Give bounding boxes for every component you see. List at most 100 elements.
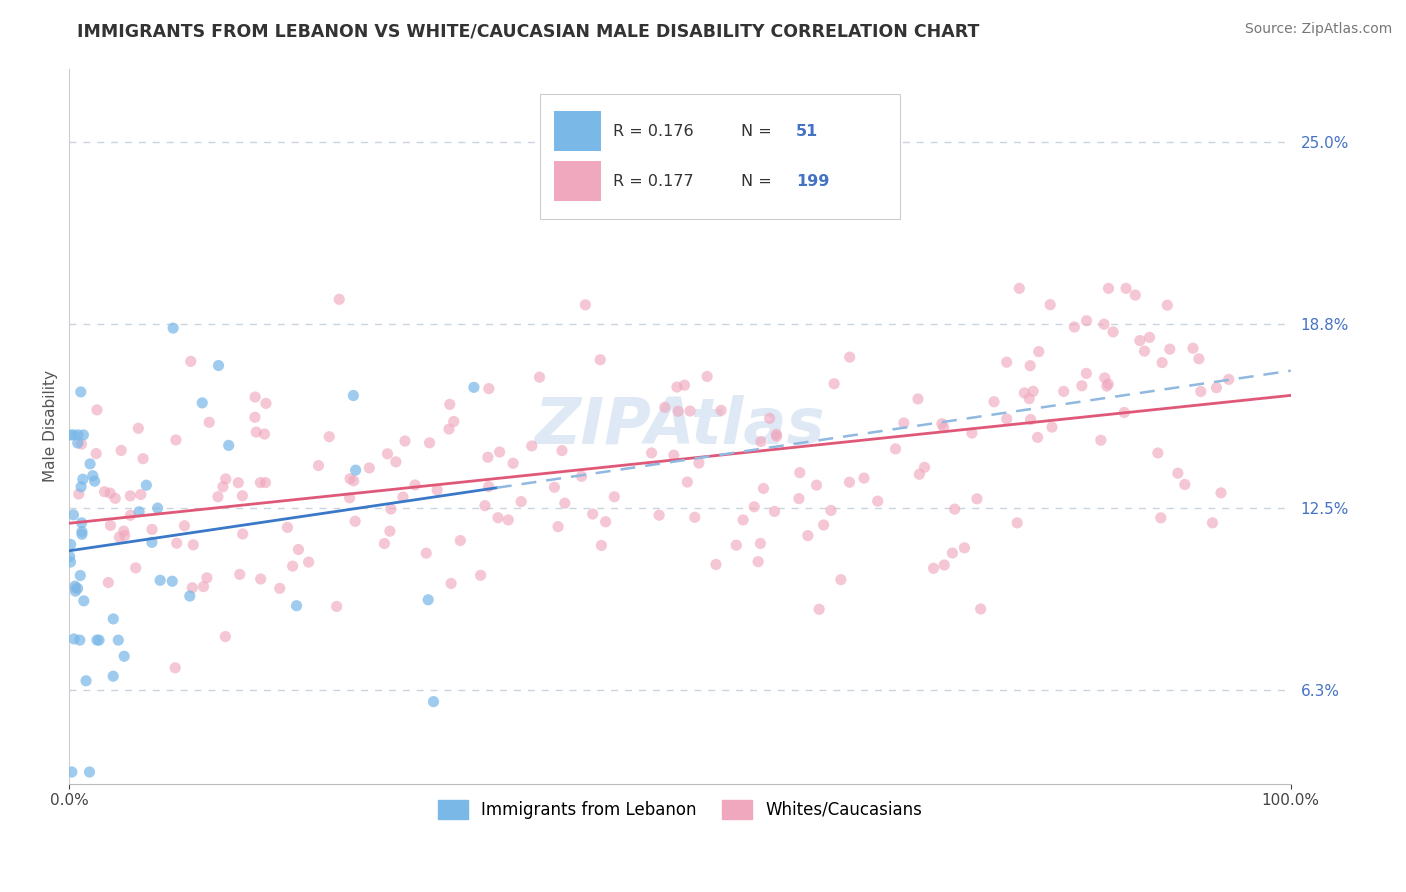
Point	[70, 516, 93, 530]
Point	[214, 630, 236, 644]
Point	[1189, 384, 1212, 399]
Point	[226, 475, 249, 490]
FancyBboxPatch shape	[554, 161, 600, 201]
Point	[866, 494, 889, 508]
Point	[749, 434, 772, 449]
Point	[765, 427, 787, 442]
Point	[758, 411, 780, 425]
Point	[385, 455, 408, 469]
Point	[249, 572, 271, 586]
Point	[97, 575, 120, 590]
Point	[789, 466, 811, 480]
Point	[742, 500, 765, 514]
Point	[104, 491, 127, 506]
Point	[688, 456, 710, 470]
Point	[1053, 384, 1076, 399]
Point	[378, 524, 401, 538]
Point	[243, 410, 266, 425]
Text: Source: ZipAtlas.com: Source: ZipAtlas.com	[1244, 22, 1392, 37]
Point	[66, 436, 89, 450]
Y-axis label: Male Disability: Male Disability	[44, 370, 58, 483]
Point	[922, 561, 945, 575]
Point	[1028, 344, 1050, 359]
FancyBboxPatch shape	[540, 94, 900, 219]
Point	[1102, 325, 1125, 339]
Point	[1005, 516, 1028, 530]
Point	[66, 428, 89, 442]
Point	[1129, 334, 1152, 348]
Point	[59, 555, 82, 569]
Point	[198, 415, 221, 429]
Point	[179, 589, 201, 603]
Point	[983, 394, 1005, 409]
Point	[1139, 330, 1161, 344]
Point	[488, 445, 510, 459]
Point	[114, 528, 136, 542]
Point	[554, 496, 576, 510]
Point	[830, 573, 852, 587]
Point	[478, 480, 501, 494]
Point	[107, 633, 129, 648]
Point	[1026, 430, 1049, 444]
Point	[1174, 477, 1197, 491]
Point	[98, 486, 121, 500]
Point	[931, 417, 953, 431]
Point	[934, 558, 956, 572]
Point	[498, 513, 520, 527]
Point	[1115, 281, 1137, 295]
Point	[733, 513, 755, 527]
Point	[325, 599, 347, 614]
Point	[218, 438, 240, 452]
Point	[640, 446, 662, 460]
Point	[1014, 385, 1036, 400]
Point	[285, 599, 308, 613]
Point	[1076, 314, 1098, 328]
Point	[165, 661, 187, 675]
Point	[254, 396, 277, 410]
Point	[853, 471, 876, 485]
Point	[502, 456, 524, 470]
Point	[1150, 511, 1173, 525]
Point	[1070, 378, 1092, 392]
Point	[418, 592, 440, 607]
Point	[72, 472, 94, 486]
Point	[529, 370, 551, 384]
Point	[591, 538, 613, 552]
Point	[128, 505, 150, 519]
Point	[1182, 341, 1205, 355]
Point	[344, 514, 367, 528]
Text: R = 0.176: R = 0.176	[613, 124, 693, 138]
Point	[62, 428, 84, 442]
Point	[884, 442, 907, 456]
Point	[93, 484, 115, 499]
Point	[344, 463, 367, 477]
Point	[463, 380, 485, 394]
Point	[1152, 355, 1174, 369]
Point	[135, 478, 157, 492]
Text: ZIPAtlas: ZIPAtlas	[534, 395, 825, 457]
Point	[595, 515, 617, 529]
Point	[797, 528, 820, 542]
Point	[86, 402, 108, 417]
Point	[100, 518, 122, 533]
Point	[245, 425, 267, 439]
Point	[838, 350, 860, 364]
Point	[995, 412, 1018, 426]
Point	[665, 380, 688, 394]
Point	[112, 649, 135, 664]
Point	[318, 430, 340, 444]
Point	[547, 519, 569, 533]
Point	[676, 475, 699, 489]
Point	[191, 396, 214, 410]
Point	[1097, 281, 1119, 295]
Point	[231, 489, 253, 503]
Point	[66, 582, 89, 596]
Point	[343, 474, 366, 488]
Text: IMMIGRANTS FROM LEBANON VS WHITE/CAUCASIAN MALE DISABILITY CORRELATION CHART: IMMIGRANTS FROM LEBANON VS WHITE/CAUCASI…	[77, 22, 980, 40]
Point	[297, 555, 319, 569]
Point	[404, 478, 426, 492]
Point	[969, 602, 991, 616]
Point	[820, 503, 842, 517]
Point	[725, 538, 748, 552]
Point	[112, 524, 135, 538]
